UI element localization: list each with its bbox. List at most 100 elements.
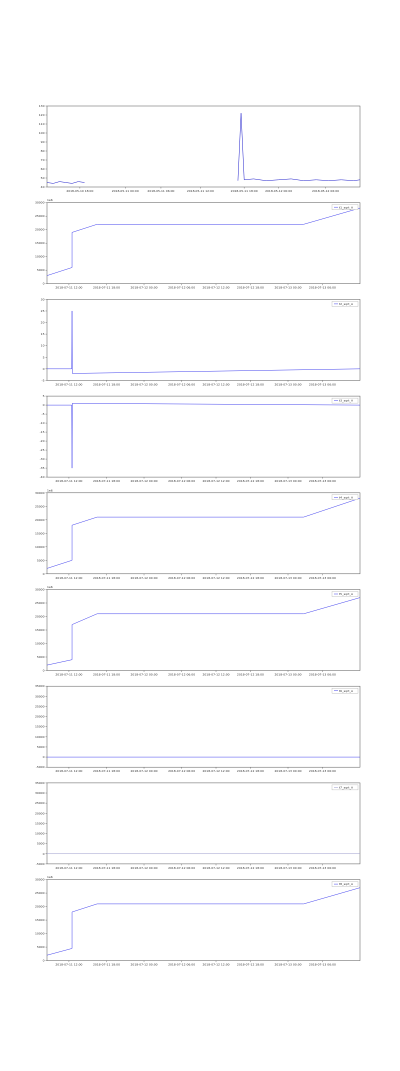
plot-frame (46, 879, 361, 961)
x-tick-label: 2018-07-12 00:00 (131, 479, 158, 483)
x-tick-label: 2018-07-12 18:00 (237, 769, 264, 773)
x-tick-label: 2018-07-12 12:00 (202, 576, 229, 580)
y-tick-label: -30 (40, 457, 45, 461)
y-tick-label: 0 (43, 367, 45, 371)
y-tick-label: 100 (39, 131, 45, 135)
y-tick-label: 15000 (35, 725, 45, 729)
y-tick-label: 130 (39, 104, 45, 108)
subplot: -40 -35 -30 -25 -20 -15 -10 -5 0 5 2018-07-11 12:0… (40, 394, 361, 483)
x-tick-label: 2018-05-12 06:00 (312, 189, 339, 193)
y-tick-label: 20000 (35, 715, 45, 719)
y-tick-label: 10 (41, 344, 45, 348)
x-tick-label: 2018-07-12 00:00 (131, 576, 158, 580)
x-tick-label: 2018-07-12 06:00 (168, 769, 195, 773)
y-tick-label: 5000 (37, 842, 45, 846)
axis-offset-label: 1e6 (47, 585, 53, 589)
y-tick-label: -15 (40, 430, 45, 434)
y-tick-label: -10 (40, 421, 45, 425)
x-tick-label: 2018-07-12 06:00 (168, 479, 195, 483)
y-tick-label: 0 (43, 959, 45, 963)
y-tick-label: 70 (41, 158, 45, 162)
x-tick-label: 2018-05-10 18:00 (66, 189, 93, 193)
x-tick-label: 2018-07-11 18:00 (93, 769, 120, 773)
x-tick-label: 2018-07-11 12:00 (55, 576, 82, 580)
x-tick-label: 2018-07-12 18:00 (237, 673, 264, 677)
y-tick-label: 25000 (35, 891, 45, 895)
x-tick-label: 2018-07-12 18:00 (237, 576, 264, 580)
y-tick-label: 0 (43, 755, 45, 759)
x-tick-label: 2018-07-12 12:00 (202, 382, 229, 386)
y-tick-label: 25000 (35, 704, 45, 708)
y-tick-label: 15000 (35, 531, 45, 535)
x-tick-label: 2018-07-12 00:00 (131, 382, 158, 386)
plot-frame (46, 492, 361, 575)
x-tick-label: 2018-07-11 12:00 (55, 382, 82, 386)
plot-frame (46, 395, 361, 478)
x-tick-label: 2018-07-11 18:00 (93, 479, 120, 483)
series-line (46, 887, 361, 956)
y-tick-label: 25000 (35, 601, 45, 605)
x-tick-label: 2018-07-12 18:00 (237, 963, 264, 967)
y-tick-label: 0 (43, 669, 45, 673)
series-line (46, 497, 361, 569)
y-tick-label: 0 (43, 572, 45, 576)
y-tick-label: 30000 (35, 694, 45, 698)
x-tick-label: 2018-07-13 00:00 (274, 479, 301, 483)
x-tick-label: 2018-05-11 06:00 (147, 189, 174, 193)
series-line (237, 113, 361, 181)
y-tick-label: -40 (40, 475, 45, 479)
subplot: -5 0 5 10 15 20 25 30 2018-07-11 12:00 2018-07-11… (41, 297, 361, 386)
x-tick-label: 2018-07-12 12:00 (202, 769, 229, 773)
y-tick-label: 35000 (35, 684, 45, 688)
y-tick-label: 50 (41, 176, 45, 180)
x-tick-label: 2018-07-11 12:00 (55, 673, 82, 677)
y-tick-label: 30000 (35, 201, 45, 205)
y-tick-label: 5000 (37, 945, 45, 949)
x-tick-label: 2018-07-12 00:00 (131, 769, 158, 773)
plot-frame (46, 299, 361, 381)
series-line (47, 310, 361, 374)
plot-frame (46, 589, 361, 671)
x-tick-label: 2018-07-12 18:00 (237, 866, 264, 870)
x-tick-label: 2018-07-11 12:00 (55, 866, 82, 870)
x-tick-label: 2018-07-11 18:00 (93, 382, 120, 386)
y-tick-label: 20000 (35, 811, 45, 815)
y-tick-label: 5000 (37, 745, 45, 749)
y-tick-label: 5 (43, 355, 45, 359)
y-tick-label: 10000 (35, 545, 45, 549)
legend-label: t4_sqrt_A (339, 495, 354, 499)
x-tick-label: 2018-07-12 06:00 (168, 576, 195, 580)
x-tick-label: 2018-07-12 12:00 (202, 866, 229, 870)
y-tick-label: 10000 (35, 932, 45, 936)
x-tick-label: 2018-07-12 00:00 (131, 673, 158, 677)
x-tick-label: 2018-07-13 06:00 (309, 286, 336, 290)
y-tick-label: -5 (42, 378, 45, 382)
x-tick-label: 2018-07-13 00:00 (274, 576, 301, 580)
y-tick-label: 35000 (35, 781, 45, 785)
legend-label: t2_sqrt_A (339, 302, 354, 306)
x-tick-label: 2018-07-12 00:00 (131, 866, 158, 870)
y-tick-label: 0 (43, 852, 45, 856)
y-tick-label: 20000 (35, 905, 45, 909)
y-tick-label: 30000 (35, 791, 45, 795)
legend-box (331, 688, 359, 694)
plot-frame (46, 685, 361, 768)
x-tick-label: 2018-07-12 18:00 (237, 286, 264, 290)
x-tick-label: 2018-07-12 06:00 (168, 382, 195, 386)
x-tick-label: 2018-07-13 06:00 (309, 963, 336, 967)
x-tick-label: 2018-07-12 06:00 (168, 286, 195, 290)
y-tick-label: 30000 (35, 491, 45, 495)
x-tick-label: 2018-07-12 06:00 (168, 673, 195, 677)
x-tick-label: 2018-07-13 06:00 (309, 382, 336, 386)
x-tick-label: 2018-07-13 00:00 (274, 769, 301, 773)
subplot: 0 5000 10000 15000 20000 25000 30000 2018-07-11… (35, 198, 361, 290)
x-tick-label: 2018-07-13 06:00 (309, 673, 336, 677)
x-tick-label: 2018-07-11 18:00 (93, 866, 120, 870)
axis-offset-label: 1e6 (47, 875, 53, 879)
y-tick-label: 25000 (35, 214, 45, 218)
y-tick-label: -5000 (36, 765, 45, 769)
y-tick-label: -25 (40, 448, 45, 452)
x-tick-label: 2018-07-12 12:00 (202, 479, 229, 483)
y-tick-label: 25000 (35, 801, 45, 805)
y-tick-label: 20000 (35, 228, 45, 232)
